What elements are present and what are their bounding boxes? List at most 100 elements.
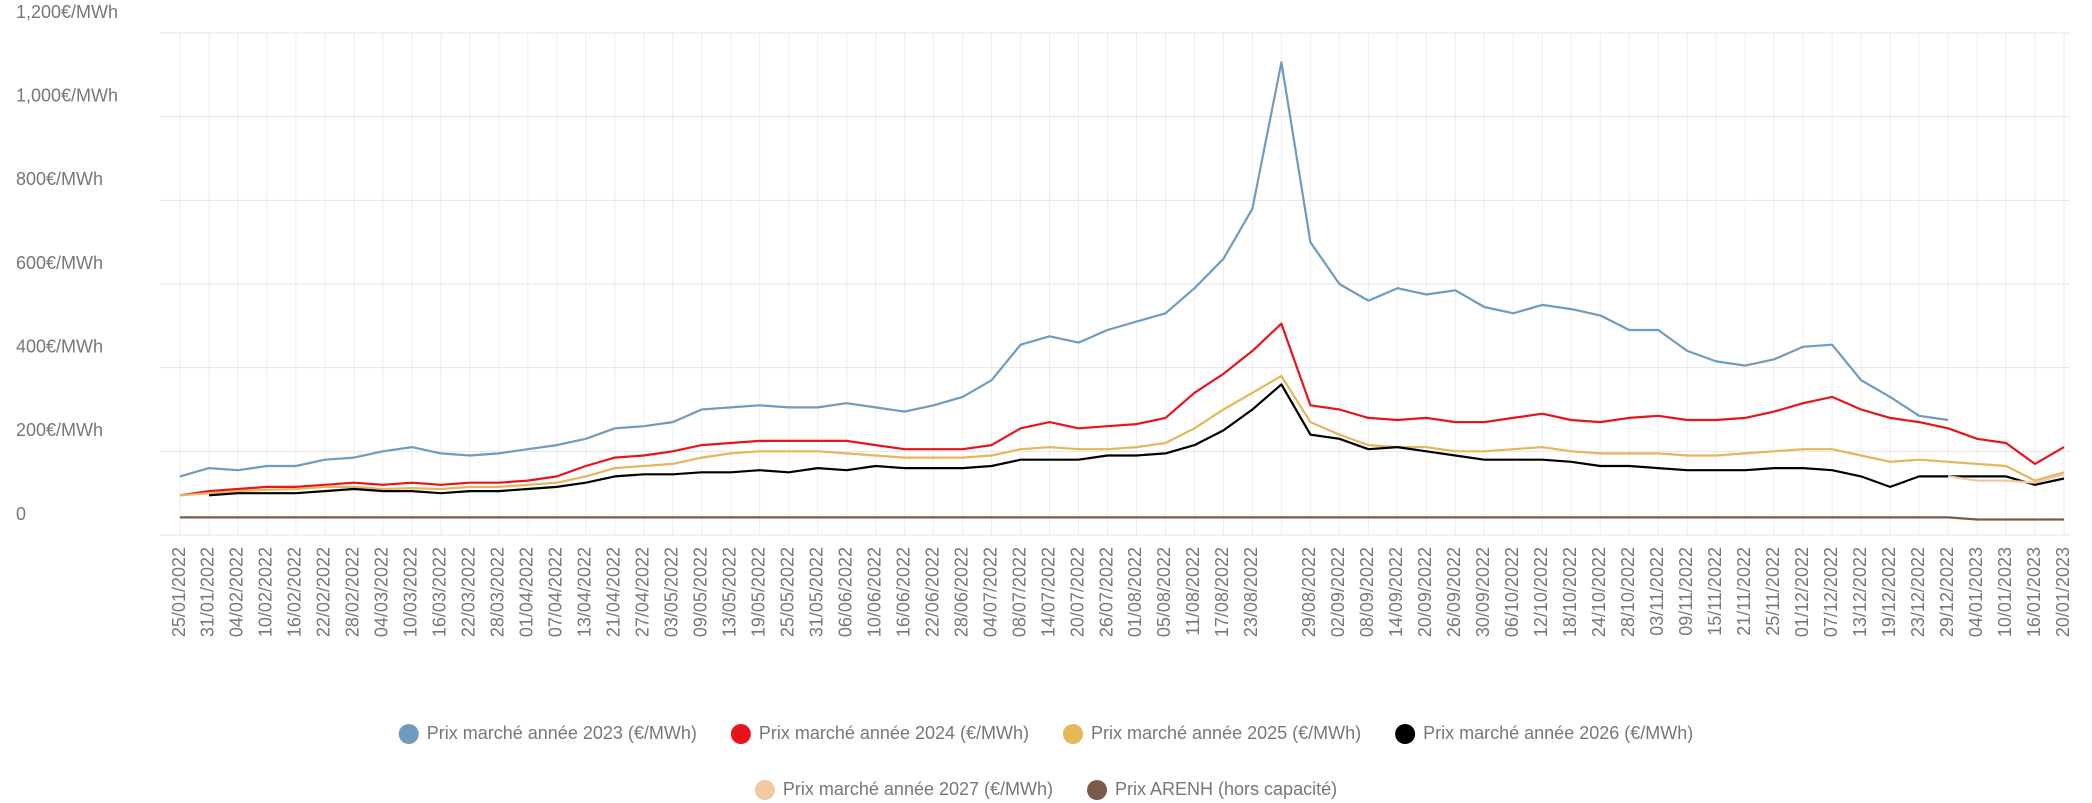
x-tick-label: 26/09/2022: [1444, 547, 1464, 637]
x-tick-label: 27/04/2022: [633, 547, 653, 637]
x-tick-label: 12/10/2022: [1531, 547, 1551, 637]
x-tick-label: 21/04/2022: [604, 547, 624, 637]
y-tick-label: 1,000€/MWh: [16, 85, 118, 105]
x-tick-label: 11/08/2022: [1183, 547, 1203, 636]
x-tick-label: 09/05/2022: [690, 547, 710, 637]
legend-row: Prix marché année 2027 (€/MWh) Prix ARENH…: [754, 779, 1337, 800]
x-tick-label: 13/04/2022: [575, 547, 595, 637]
x-tick-label: 04/01/2023: [1966, 547, 1986, 637]
x-tick-label: 26/07/2022: [1096, 547, 1116, 637]
legend-item: Prix marché année 2026 (€/MWh): [1395, 723, 1693, 744]
legend-item: Prix marché année 2023 (€/MWh): [398, 723, 697, 744]
x-tick-label: 31/01/2022: [198, 547, 218, 637]
legend-marker: [1087, 780, 1108, 800]
x-tick-label: 07/04/2022: [546, 547, 566, 637]
x-tick-label: 16/02/2022: [285, 547, 305, 637]
legend-marker: [398, 724, 419, 744]
x-tick-label: 10/06/2022: [864, 547, 884, 637]
x-tick-label: 23/12/2022: [1908, 547, 1928, 637]
x-tick-label: 29/08/2022: [1299, 547, 1319, 637]
y-tick-label: 400€/MWh: [16, 336, 103, 356]
y-tick-label: 600€/MWh: [16, 253, 103, 273]
x-tick-label: 08/09/2022: [1357, 547, 1377, 637]
x-tick-label: 01/08/2022: [1125, 547, 1145, 637]
legend-marker: [754, 780, 775, 800]
x-tick-label: 25/01/2022: [169, 547, 189, 637]
x-tick-label: 30/09/2022: [1473, 547, 1493, 637]
series-line: [179, 322, 2065, 497]
x-tick-label: 28/06/2022: [951, 547, 971, 637]
x-tick-label: 08/07/2022: [1009, 547, 1029, 637]
x-tick-label: 20/01/2023: [2053, 547, 2073, 637]
series-line: [180, 516, 2064, 521]
x-tick-label: 13/05/2022: [719, 547, 739, 637]
x-tick-label: 15/11/2022: [1705, 547, 1725, 636]
y-tick-label: 200€/MWh: [16, 420, 103, 440]
x-tick-label: 04/02/2022: [227, 547, 247, 637]
x-tick-label: 03/11/2022: [1647, 547, 1667, 636]
x-tick-label: 20/09/2022: [1415, 547, 1435, 637]
legend-item: Prix marché année 2024 (€/MWh): [730, 723, 1029, 744]
y-tick-label: 1,200€/MWh: [16, 2, 118, 22]
legend-marker: [1063, 724, 1083, 744]
x-tick-label: 10/01/2023: [1995, 547, 2015, 637]
legend-marker: [730, 724, 751, 744]
x-tick-label: 07/12/2022: [1821, 547, 1841, 637]
x-tick-label: 24/10/2022: [1589, 547, 1609, 637]
x-tick-label: 25/05/2022: [777, 547, 797, 637]
y-tick-label: 0: [16, 504, 26, 524]
series-line: [179, 61, 1949, 478]
x-tick-label: 16/06/2022: [893, 547, 913, 637]
x-tick-label: 22/06/2022: [922, 547, 942, 637]
legend-label: Prix marché année 2025 (€/MWh): [1091, 723, 1361, 743]
x-tick-label: 05/08/2022: [1154, 547, 1174, 637]
x-tick-label: 06/10/2022: [1502, 547, 1522, 637]
legend-label: Prix ARENH (hors capacité): [1115, 779, 1337, 799]
x-tick-label: 10/02/2022: [256, 547, 276, 637]
legend-marker: [1395, 724, 1416, 744]
x-tick-label: 22/02/2022: [314, 547, 334, 637]
x-tick-label: 28/10/2022: [1618, 547, 1638, 637]
series-line: [208, 383, 2065, 497]
series-line: [1947, 473, 2065, 484]
x-tick-label: 22/03/2022: [459, 547, 479, 637]
x-tick-label: 01/12/2022: [1792, 547, 1812, 637]
y-tick-label: 800€/MWh: [16, 169, 103, 189]
x-tick-label: 04/07/2022: [980, 547, 1000, 637]
x-tick-label: 20/07/2022: [1067, 547, 1087, 637]
x-tick-label: 03/05/2022: [661, 547, 681, 637]
legend-item: Prix marché année 2027 (€/MWh): [754, 779, 1053, 800]
x-tick-label: 04/03/2022: [372, 547, 392, 637]
x-tick-label: 17/08/2022: [1212, 547, 1232, 637]
x-tick-label: 23/08/2022: [1241, 547, 1261, 637]
x-tick-label: 02/09/2022: [1328, 547, 1348, 637]
x-tick-label: 16/01/2023: [2024, 547, 2044, 637]
x-tick-label: 28/03/2022: [488, 547, 508, 637]
x-tick-label: 28/02/2022: [343, 547, 363, 637]
x-tick-label: 18/10/2022: [1560, 547, 1580, 637]
x-tick-label: 09/11/2022: [1676, 547, 1696, 636]
legend-label: Prix marché année 2023 (€/MWh): [427, 723, 697, 743]
x-tick-label: 16/03/2022: [430, 547, 450, 637]
x-tick-label: 10/03/2022: [401, 547, 421, 637]
legend-label: Prix marché année 2027 (€/MWh): [783, 779, 1053, 799]
x-tick-label: 14/07/2022: [1038, 547, 1058, 637]
x-tick-label: 19/12/2022: [1879, 547, 1899, 637]
series-line: [179, 374, 2065, 497]
x-tick-label: 25/11/2022: [1763, 547, 1783, 636]
x-tick-label: 06/06/2022: [835, 547, 855, 637]
x-tick-label: 01/04/2022: [517, 547, 537, 637]
x-tick-label: 31/05/2022: [806, 547, 826, 637]
legend-item: Prix marché année 2025 (€/MWh): [1063, 723, 1361, 744]
x-tick-label: 14/09/2022: [1386, 547, 1406, 637]
x-tick-label: 19/05/2022: [748, 547, 768, 637]
x-tick-label: 13/12/2022: [1850, 547, 1870, 637]
x-tick-label: 21/11/2022: [1734, 547, 1754, 636]
legend-label: Prix marché année 2024 (€/MWh): [759, 723, 1029, 743]
legend-item: Prix ARENH (hors capacité): [1087, 779, 1337, 800]
legend-row: Prix marché année 2023 (€/MWh) Prix march…: [398, 723, 1693, 744]
legend-label: Prix marché année 2026 (€/MWh): [1423, 723, 1693, 743]
x-tick-label: 29/12/2022: [1937, 547, 1957, 637]
